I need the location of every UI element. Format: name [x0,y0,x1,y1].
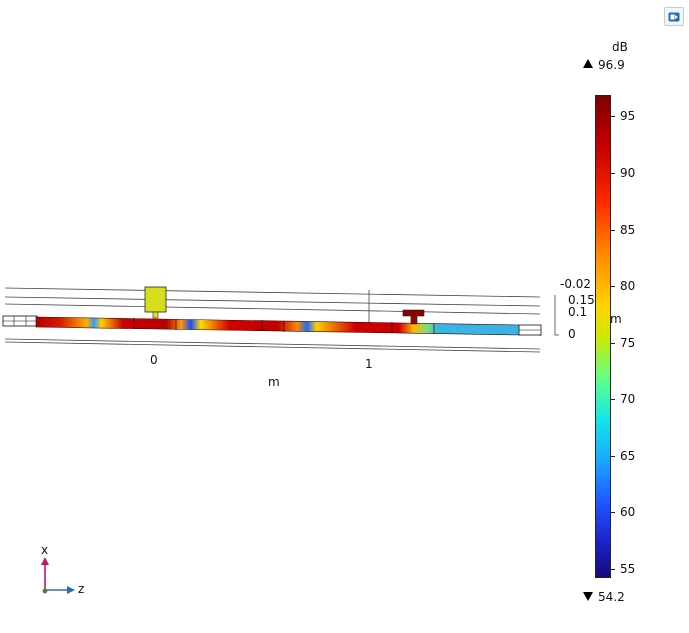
colorbar-tick [611,512,615,513]
view-toolbar-button[interactable] [664,7,684,26]
colorbar-tick-label: 85 [620,223,636,237]
colorbar-tick [611,286,615,287]
y-tick-015: 0.15 [568,293,595,307]
y-axis-unit: m [610,312,622,326]
y-axis-bracket [554,295,559,336]
colorbar-min: 54.2 [598,590,625,604]
colorbar-unit: dB [612,40,628,54]
camera-view-icon [668,12,680,21]
colorbar-tick [611,116,615,117]
colorbar-tick [611,173,615,174]
colorbar-tick-label: 60 [620,505,636,519]
colorbar-tick-label: 65 [620,449,636,463]
colorbar-tick [611,343,615,344]
z-tick-0: 0 [150,353,158,367]
frame-lines [4,287,541,353]
colorbar-tick-label: 55 [620,562,636,576]
outlet-stub [518,324,542,336]
z-tick-1: 1 [365,357,373,371]
t-branch [402,309,425,325]
colorbar-tick [611,230,615,231]
side-branch-resonator [144,286,167,319]
axis-triad [41,557,75,594]
colorbar-tick-label: 80 [620,279,636,293]
colorbar-tick [611,569,615,570]
colorbar-tick-label: 70 [620,392,636,406]
triad-z-label: z [78,582,85,596]
colorbar-max: 96.9 [598,58,625,72]
max-arrow-icon [583,59,593,68]
y-tick-01: 0.1 [568,305,588,319]
colorbar-tick-label: 90 [620,166,636,180]
colorbar [595,95,611,578]
triad-x-label: x [41,543,49,557]
segment-dividers [133,318,435,334]
y-tick-neg002: -0.02 [560,277,592,291]
colorbar-tick [611,456,615,457]
y-tick-0: 0 [568,327,576,341]
inlet-stub [2,315,38,327]
colorbar-tick [611,399,615,400]
geometry-viewport[interactable] [0,0,560,400]
min-arrow-icon [583,592,593,601]
colorbar-tick-label: 75 [620,336,636,350]
duct-pressure-field [35,316,521,336]
z-axis-unit: m [268,375,280,389]
colorbar-tick-label: 95 [620,109,636,123]
